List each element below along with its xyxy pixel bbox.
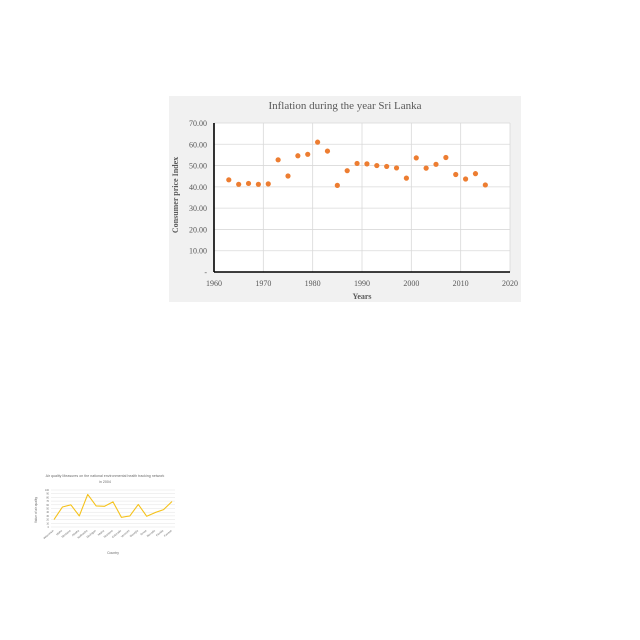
data-point <box>305 152 310 157</box>
data-point <box>226 177 231 182</box>
y-tick-label: - <box>204 268 207 277</box>
air-quality-chart-svg: Air quality Measures on the national env… <box>33 470 181 558</box>
data-point <box>276 157 281 162</box>
data-point <box>394 165 399 170</box>
small-y-axis-label: Value of air quality <box>34 497 38 523</box>
x-tick-label: 2000 <box>403 279 419 288</box>
data-point <box>483 182 488 187</box>
data-point <box>473 171 478 176</box>
small-y-tick-label: 50 <box>46 508 49 511</box>
data-point <box>404 176 409 181</box>
small-chart-title-line-1: Air quality Measures on the national env… <box>46 474 165 478</box>
data-point <box>424 166 429 171</box>
y-tick-label: 30.00 <box>189 204 207 213</box>
data-point <box>414 155 419 160</box>
x-tick-label: 1960 <box>206 279 222 288</box>
small-x-tick-label: Kansas <box>163 528 173 537</box>
x-tick-label: 1970 <box>255 279 271 288</box>
data-point <box>325 148 330 153</box>
data-point <box>443 155 448 160</box>
y-tick-label: 70.00 <box>189 119 207 128</box>
data-point <box>453 172 458 177</box>
small-x-tick-label: Wisconsin <box>42 528 55 540</box>
small-y-tick-label: 70 <box>46 500 49 503</box>
data-point <box>345 168 350 173</box>
small-y-tick-label: 60 <box>46 504 49 507</box>
small-x-tick-label: Georgia <box>129 528 140 538</box>
small-x-tick-label: Nevada <box>146 528 156 538</box>
data-point <box>256 182 261 187</box>
small-y-tick-label: 30 <box>46 515 49 518</box>
air-quality-chart: Air quality Measures on the national env… <box>33 470 181 558</box>
data-point <box>246 181 251 186</box>
small-y-tick-label: 100 <box>45 489 50 492</box>
small-y-tick-label: 10 <box>46 522 49 525</box>
data-point <box>335 183 340 188</box>
data-point <box>295 153 300 158</box>
data-point <box>374 163 379 168</box>
small-y-tick-label: 80 <box>46 496 49 499</box>
chart-title: Inflation during the year Sri Lanka <box>268 100 421 112</box>
y-tick-label: 40.00 <box>189 183 207 192</box>
data-point <box>433 162 438 167</box>
data-point <box>384 164 389 169</box>
small-x-tick-label: Michigan <box>86 528 97 539</box>
inflation-chart-svg: Inflation during the year Sri Lanka Cons… <box>169 96 521 302</box>
x-tick-label: 1980 <box>305 279 321 288</box>
y-tick-label: 50.00 <box>189 162 207 171</box>
data-point <box>463 176 468 181</box>
y-tick-label: 10.00 <box>189 247 207 256</box>
x-tick-label: 1990 <box>354 279 370 288</box>
small-y-tick-label: 0 <box>48 526 50 529</box>
inflation-chart: Inflation during the year Sri Lanka Cons… <box>169 96 521 302</box>
small-y-tick-label: 90 <box>46 493 49 496</box>
data-point <box>354 161 359 166</box>
x-axis-label: Years <box>352 292 371 301</box>
data-point <box>315 140 320 145</box>
x-tick-label: 2020 <box>502 279 518 288</box>
data-point <box>266 181 271 186</box>
small-y-tick-label: 20 <box>46 519 49 522</box>
x-tick-label: 2010 <box>453 279 469 288</box>
y-tick-label: 60.00 <box>189 140 207 149</box>
small-y-tick-label: 40 <box>46 511 49 514</box>
small-chart-title-line-2: in 2004 <box>99 480 111 484</box>
small-x-axis-label: Country <box>107 551 119 555</box>
data-point <box>285 173 290 178</box>
data-point <box>236 182 241 187</box>
y-axis-label: Consumer price Index <box>171 157 180 233</box>
y-tick-label: 20.00 <box>189 225 207 234</box>
data-point <box>364 161 369 166</box>
